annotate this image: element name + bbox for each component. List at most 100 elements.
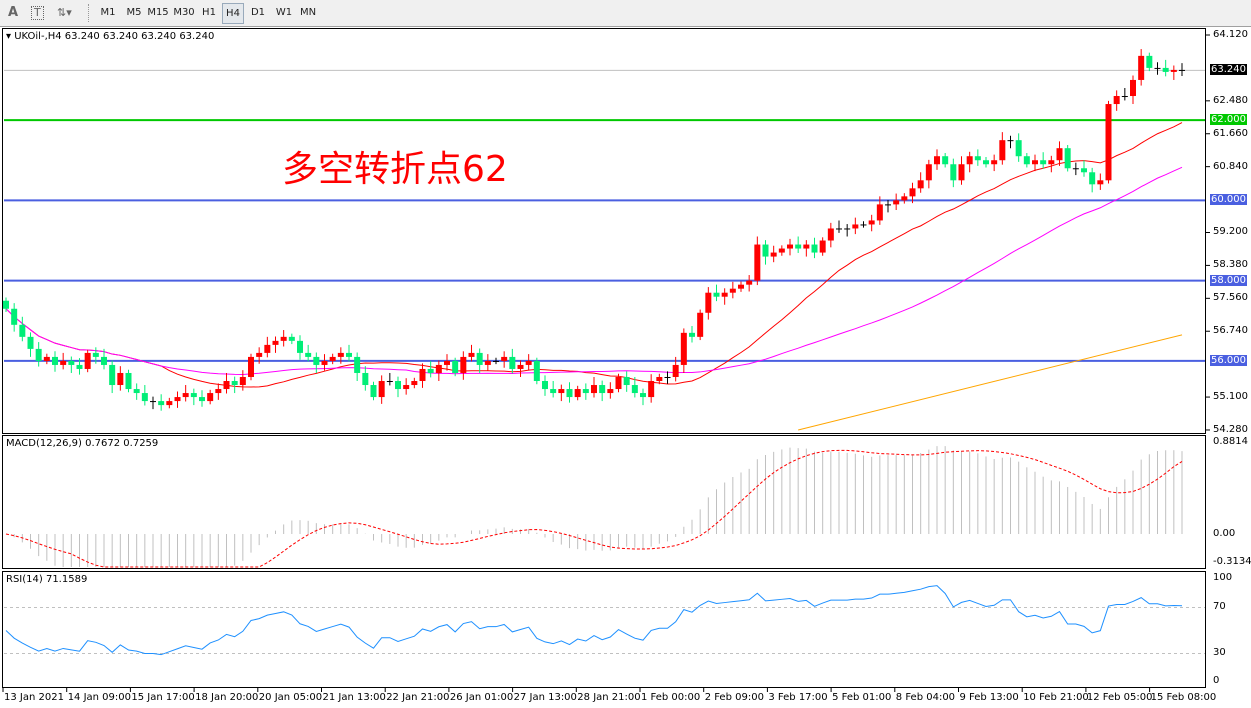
candle-body bbox=[885, 204, 891, 206]
moving-average-line-3 bbox=[798, 334, 1183, 431]
candle-body bbox=[876, 204, 883, 221]
macd-tick-label: -0.3134 bbox=[1213, 556, 1251, 567]
time-label: 12 Feb 05:00 bbox=[1086, 692, 1153, 703]
candle-body bbox=[664, 376, 671, 378]
time-label: 3 Feb 17:00 bbox=[768, 692, 828, 703]
candle-body bbox=[795, 244, 802, 249]
rsi-tick-label: 70 bbox=[1213, 601, 1226, 612]
candle-body bbox=[346, 352, 352, 357]
candle-body bbox=[52, 356, 58, 365]
candle-body bbox=[680, 332, 687, 365]
candle-body bbox=[141, 393, 148, 402]
candle-body bbox=[999, 140, 1006, 161]
candle-body bbox=[3, 300, 9, 309]
candle-body bbox=[934, 156, 940, 165]
candle-body bbox=[27, 336, 34, 349]
timeframe-d1-button[interactable]: D1 bbox=[250, 7, 266, 18]
candle-body bbox=[1154, 67, 1161, 69]
candle-body bbox=[803, 244, 810, 249]
candle-body bbox=[615, 376, 622, 390]
timeframe-m15-button[interactable]: M15 bbox=[147, 7, 169, 18]
candle-body bbox=[1170, 69, 1177, 72]
candle-body bbox=[852, 224, 859, 229]
candle-body bbox=[1138, 55, 1145, 80]
candle-body bbox=[599, 385, 606, 394]
timeframe-h1-button[interactable]: H1 bbox=[202, 7, 216, 18]
candle-body bbox=[1105, 104, 1112, 181]
candle-body bbox=[215, 389, 222, 394]
candle-body bbox=[313, 356, 320, 365]
candle-body bbox=[819, 240, 826, 253]
time-label: 21 Jan 13:00 bbox=[322, 692, 386, 703]
level-tag: 60.000 bbox=[1210, 194, 1247, 206]
candle-body bbox=[525, 360, 532, 365]
timeframe-m5-button[interactable]: M5 bbox=[126, 7, 142, 18]
time-label: 15 Feb 08:00 bbox=[1150, 692, 1217, 703]
candle-body bbox=[60, 360, 67, 365]
timeframe-h4-button[interactable]: H4 bbox=[222, 3, 244, 24]
moving-average-line-1 bbox=[5, 122, 1183, 388]
timeframe-w1-button[interactable]: W1 bbox=[275, 7, 293, 18]
timeframe-m30-button[interactable]: M30 bbox=[173, 7, 195, 18]
candle-body bbox=[868, 220, 875, 225]
candle-body bbox=[386, 381, 393, 383]
candle-body bbox=[84, 352, 91, 369]
candle-body bbox=[1162, 67, 1169, 72]
candle-body bbox=[566, 389, 573, 398]
rsi-panel[interactable] bbox=[2, 571, 1206, 688]
candle-body bbox=[207, 393, 214, 402]
candle-body bbox=[542, 381, 548, 390]
candle-body bbox=[1023, 156, 1030, 165]
candle-body bbox=[321, 360, 328, 365]
candle-body bbox=[354, 356, 361, 373]
candle-body bbox=[1146, 55, 1153, 68]
candle-body bbox=[444, 360, 450, 365]
candle-body bbox=[1121, 96, 1128, 98]
candle-body bbox=[966, 156, 973, 165]
arrows-icon[interactable]: ⇅▾ bbox=[57, 6, 72, 19]
symbol-title: UKOil-,H4 63.240 63.240 63.240 63.240 bbox=[14, 31, 215, 42]
candle-body bbox=[272, 340, 279, 345]
candle-body bbox=[288, 336, 295, 341]
price-tick-label: 55.100 bbox=[1213, 391, 1248, 403]
candle-body bbox=[1056, 148, 1063, 161]
candle-body bbox=[43, 356, 50, 361]
candle-body bbox=[231, 381, 238, 386]
candle-body bbox=[1048, 160, 1055, 165]
candle-body bbox=[844, 228, 851, 230]
time-label: 5 Feb 01:00 bbox=[832, 692, 892, 703]
candle-body bbox=[893, 200, 900, 205]
macd-panel[interactable] bbox=[2, 435, 1206, 569]
candle-body bbox=[150, 401, 156, 403]
annotation-text: 多空转折点62 bbox=[282, 149, 508, 190]
time-label: 14 Jan 09:00 bbox=[67, 692, 132, 703]
candle-body bbox=[1179, 69, 1185, 71]
candle-body bbox=[738, 284, 744, 289]
text-label-icon[interactable]: T bbox=[31, 6, 44, 20]
candle-body bbox=[378, 381, 385, 398]
text-icon[interactable]: A bbox=[8, 5, 19, 20]
time-label: 10 Feb 21:00 bbox=[1023, 692, 1089, 703]
macd-tick-label: 0.8814 bbox=[1213, 436, 1248, 447]
candle-body bbox=[860, 224, 867, 226]
timeframe-m1-button[interactable]: M1 bbox=[100, 7, 116, 18]
candle-body bbox=[395, 381, 401, 390]
candle-body bbox=[1032, 160, 1038, 165]
candle-body bbox=[166, 401, 173, 406]
price-tick-label: 56.740 bbox=[1213, 325, 1248, 337]
candle-body bbox=[974, 156, 981, 161]
candle-body bbox=[958, 164, 965, 181]
price-tick-label: 60.840 bbox=[1213, 160, 1248, 172]
candle-body bbox=[517, 364, 524, 369]
toolbar-separator bbox=[88, 4, 91, 22]
candle-body bbox=[468, 352, 475, 357]
candle-body bbox=[631, 385, 638, 394]
candle-body bbox=[460, 356, 467, 373]
candle-body bbox=[640, 393, 646, 398]
timeframe-mn-button[interactable]: MN bbox=[299, 7, 317, 18]
candle-body bbox=[68, 360, 75, 365]
candle-body bbox=[746, 280, 753, 285]
price-chart-panel[interactable] bbox=[2, 28, 1206, 434]
candle-body bbox=[909, 188, 916, 197]
